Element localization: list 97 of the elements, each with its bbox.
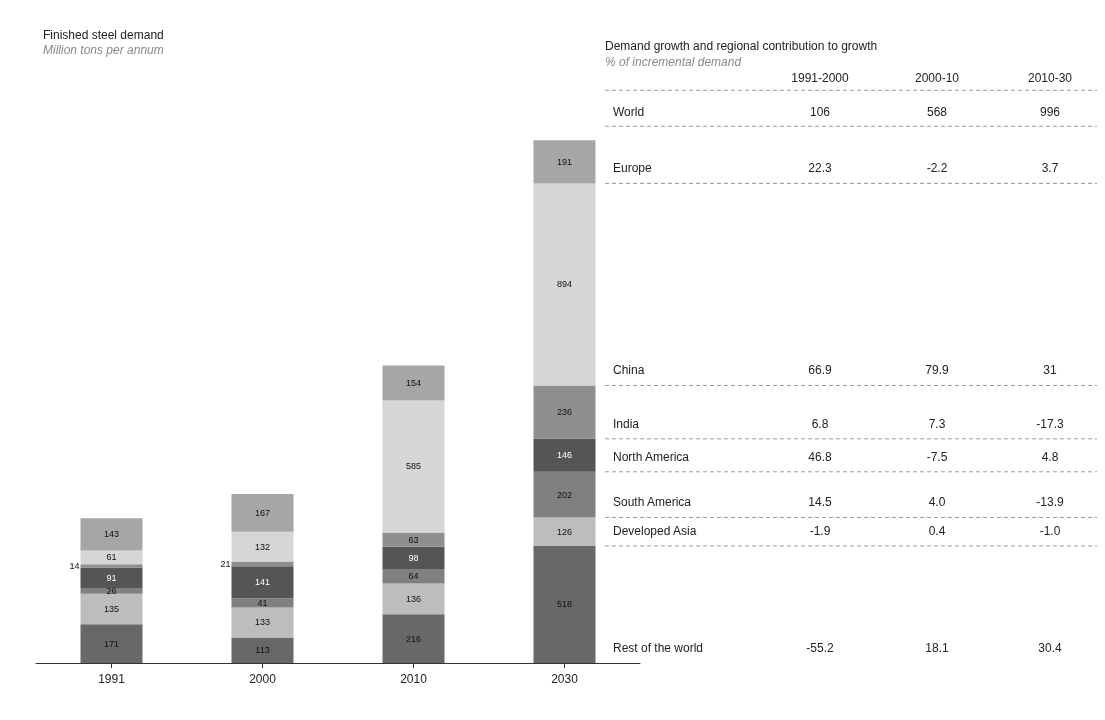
series-label: South America — [613, 495, 692, 510]
x-tick-label: 2000 — [249, 672, 277, 686]
data-label: 894 — [556, 279, 573, 290]
text: 31 — [1043, 363, 1057, 378]
text: Demand growth and regional contribution to growth — [605, 39, 878, 53]
text: 79.9 — [925, 363, 949, 378]
text: -17.3 — [1036, 416, 1064, 431]
text: 14.5 — [808, 495, 832, 510]
chart-title: Finished steel demand — [43, 28, 164, 42]
data-label: 61 — [106, 552, 117, 563]
text: -55.2 — [806, 641, 834, 655]
series-label: Rest of the world — [613, 641, 704, 655]
bar — [231, 493, 294, 532]
text: 18.1 — [925, 641, 949, 655]
text: 46.8 — [808, 449, 832, 464]
text: 106 — [809, 105, 831, 120]
data-label: 585 — [405, 461, 422, 472]
bar — [80, 593, 143, 625]
bar — [231, 607, 294, 638]
bar — [533, 471, 596, 518]
data-label: 135 — [103, 604, 120, 615]
data-label: 146 — [556, 450, 573, 461]
text: 2000-10 — [914, 71, 960, 86]
text: 1991-2000 — [791, 71, 850, 86]
data-label: 236 — [556, 407, 573, 418]
data-label: 14 — [69, 560, 80, 571]
data-label: 191 — [556, 156, 573, 167]
bar — [80, 518, 143, 551]
bar — [231, 637, 294, 663]
bar — [533, 385, 596, 439]
x-tick-label: 1991 — [98, 672, 126, 686]
text: 4.8 — [1041, 449, 1059, 464]
data-label: 126 — [556, 526, 573, 537]
bar — [382, 546, 445, 569]
bar — [231, 566, 294, 599]
data-label: 91 — [106, 572, 117, 583]
text: % of incremental demand — [605, 55, 742, 69]
bar — [382, 365, 445, 401]
text: 7.3 — [928, 416, 946, 431]
data-label: 63 — [408, 534, 419, 545]
text: -2.2 — [926, 161, 948, 176]
data-label: 141 — [254, 577, 271, 588]
bar — [533, 183, 596, 386]
bar — [382, 400, 445, 533]
data-label: 132 — [254, 541, 271, 552]
text: 6.8 — [811, 416, 829, 431]
data-label: 98 — [408, 552, 419, 563]
bar — [533, 140, 596, 184]
data-label: 64 — [408, 571, 419, 582]
text: -1.9 — [809, 523, 831, 538]
data-label: 167 — [254, 507, 271, 518]
text: 2010-30 — [1027, 71, 1073, 86]
bar — [382, 583, 445, 615]
bar — [80, 567, 143, 588]
bar — [533, 545, 596, 663]
text: 30.4 — [1038, 641, 1062, 655]
bar — [231, 531, 294, 562]
x-tick-label: 2030 — [551, 672, 579, 686]
data-label: 154 — [405, 377, 422, 388]
data-label: 202 — [556, 489, 573, 500]
bar — [533, 517, 596, 546]
bar — [382, 614, 445, 663]
data-label: 518 — [556, 599, 573, 610]
text: 3.7 — [1041, 161, 1059, 176]
series-label: Developed Asia — [613, 523, 697, 538]
data-label: 133 — [254, 617, 271, 628]
text: 22.3 — [808, 161, 832, 176]
series-label: China — [613, 363, 645, 378]
data-label: 26 — [106, 585, 117, 596]
data-label: 171 — [103, 638, 120, 649]
data-label: 216 — [405, 633, 422, 644]
data-label: 136 — [405, 593, 422, 604]
text: 568 — [926, 105, 948, 120]
bar — [382, 532, 445, 547]
data-label: 143 — [103, 529, 120, 540]
text: World — [613, 105, 645, 120]
text: -13.9 — [1036, 495, 1064, 510]
data-label: 41 — [257, 597, 268, 608]
series-label: India — [613, 416, 640, 431]
series-label: Europe — [613, 161, 653, 176]
text: 0.4 — [928, 523, 946, 538]
data-label: 21 — [220, 558, 231, 569]
bar — [80, 564, 143, 568]
bar — [533, 438, 596, 472]
text: -1.0 — [1039, 523, 1061, 538]
text: 996 — [1039, 105, 1061, 120]
bar — [231, 598, 294, 608]
bar — [382, 568, 445, 584]
text: 4.0 — [928, 495, 946, 510]
bar — [80, 624, 143, 663]
chart-subtitle: Million tons per annum — [43, 43, 164, 57]
bar — [80, 550, 143, 565]
series-label: North America — [613, 449, 690, 464]
data-label: 113 — [255, 645, 270, 656]
x-tick-label: 2010 — [400, 672, 428, 686]
text: 66.9 — [808, 363, 832, 378]
text: -7.5 — [926, 449, 948, 464]
